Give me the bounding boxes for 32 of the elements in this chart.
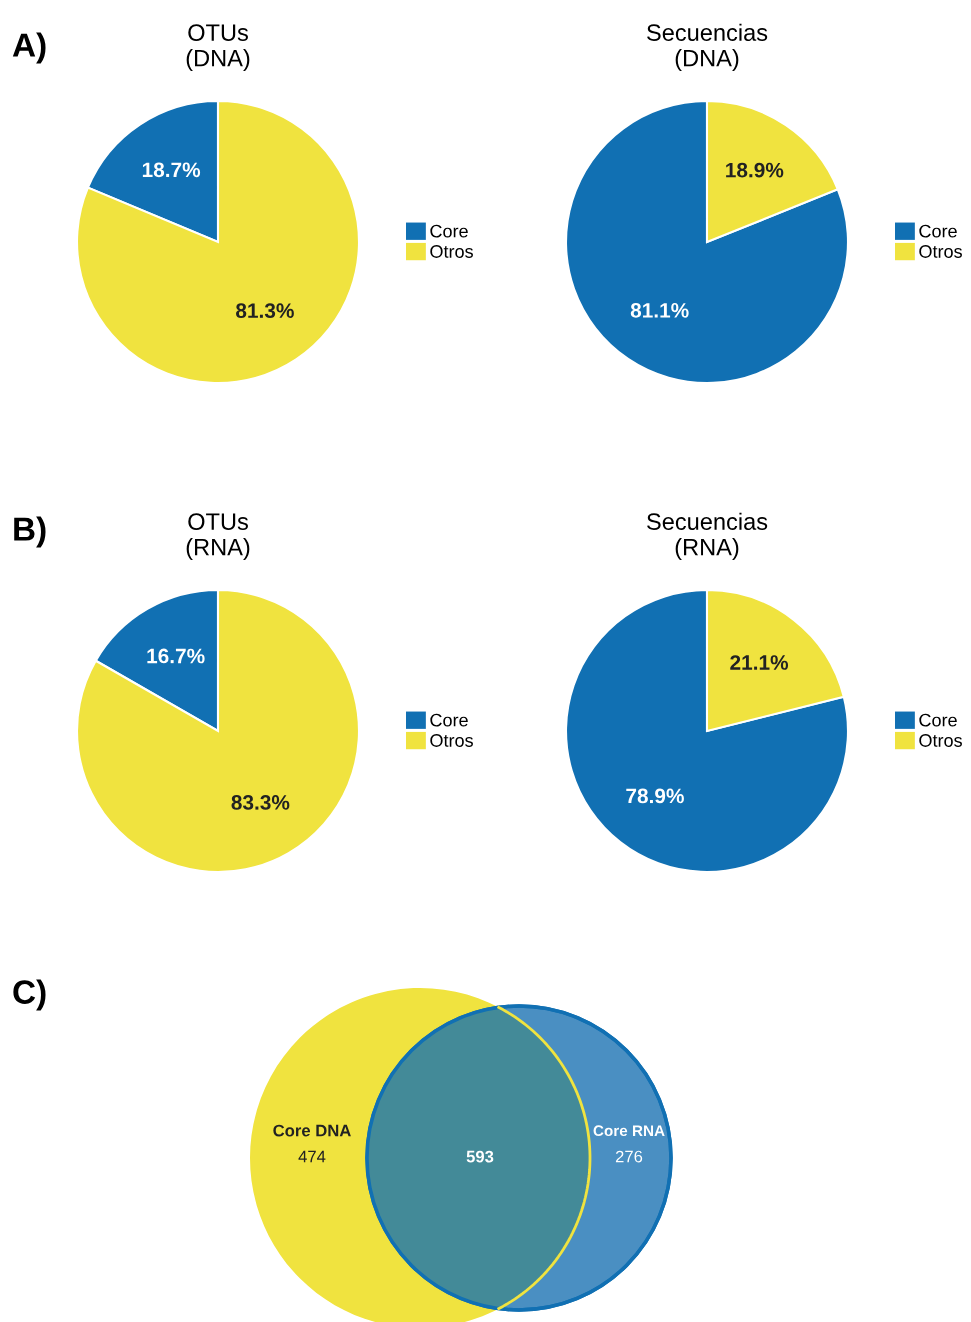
pie-slice [75,588,361,874]
legend-label: Otros [430,734,473,747]
chart-title: OTUs (DNA) [186,24,250,72]
data-label: 81.3% [236,303,294,319]
data-label: 474 [298,1150,326,1163]
legend-label: Otros [919,734,962,747]
pie-slice [564,99,850,385]
legend-label: Core [919,224,957,238]
data-label: 83.3% [231,795,290,810]
chart-title: Secuencias (RNA) [647,512,768,561]
text: A) [12,32,46,64]
data-label: 78.9% [626,788,684,804]
category-label: Core DNA [273,1124,351,1137]
legend-label: Otros [919,245,962,258]
legend-label: Core [430,224,468,238]
legend-label: Core [919,713,957,727]
data-label: 593 [466,1150,494,1163]
data-label: 276 [615,1150,643,1163]
data-label: 21.1% [730,655,789,670]
pie-slice [564,588,850,874]
data-label: 18.9% [726,162,784,178]
text: C) [13,979,46,1011]
chart-title: Secuencias (DNA) [647,23,768,72]
data-label: 81.1% [630,302,689,318]
pie-slice [75,99,361,385]
chart-title: OTUs (RNA) [186,513,250,561]
data-label: 16.7% [147,648,205,664]
category-label: Core RNA [593,1125,665,1137]
data-label: 18.7% [142,162,201,178]
text: B) [14,516,46,548]
legend-label: Otros [430,245,473,258]
legend-label: Core [430,713,468,727]
